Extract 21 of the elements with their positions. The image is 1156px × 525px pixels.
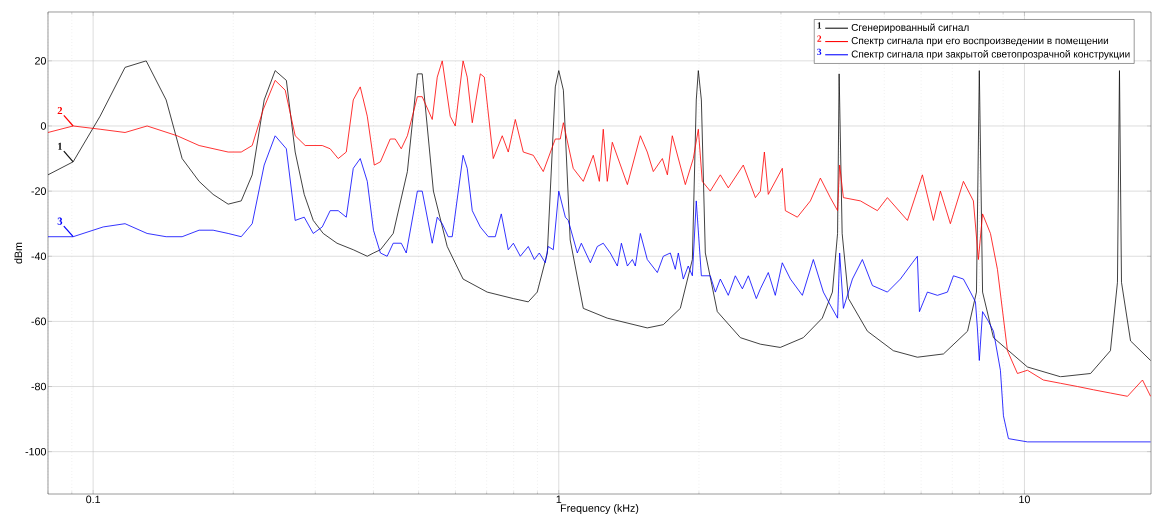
annotation: 2 [57,106,63,115]
y-tick-label: -20 [31,187,46,195]
annotation: 1 [58,142,63,150]
legend-label: Спектр сигнала при закрытой светопрозрачной конструкции [851,50,1130,60]
annotation: 1 [817,22,822,29]
x-tick-label: 0.1 [86,495,101,504]
x-axis-title: Frequency (kHz) [560,504,639,515]
y-tick-label: 20 [35,57,46,65]
y-tick-label: -100 [25,447,46,456]
y-tick-label: -80 [31,382,46,391]
annotation: 3 [817,48,822,56]
legend-label: Сгенерированный сигнал [851,23,969,33]
x-tick-label: 1 [556,495,562,503]
legend-label: Спектр сигнала при его воспроизведении в помещении [851,37,1109,47]
x-tick-label: 10 [1019,495,1030,504]
annotation: 3 [57,217,63,225]
y-tick-label: 0 [40,122,46,130]
y-tick-label: -40 [31,252,46,261]
y-tick-label: -60 [31,317,46,326]
annotation: 2 [817,35,822,42]
y-axis-title: dBm [14,242,23,264]
